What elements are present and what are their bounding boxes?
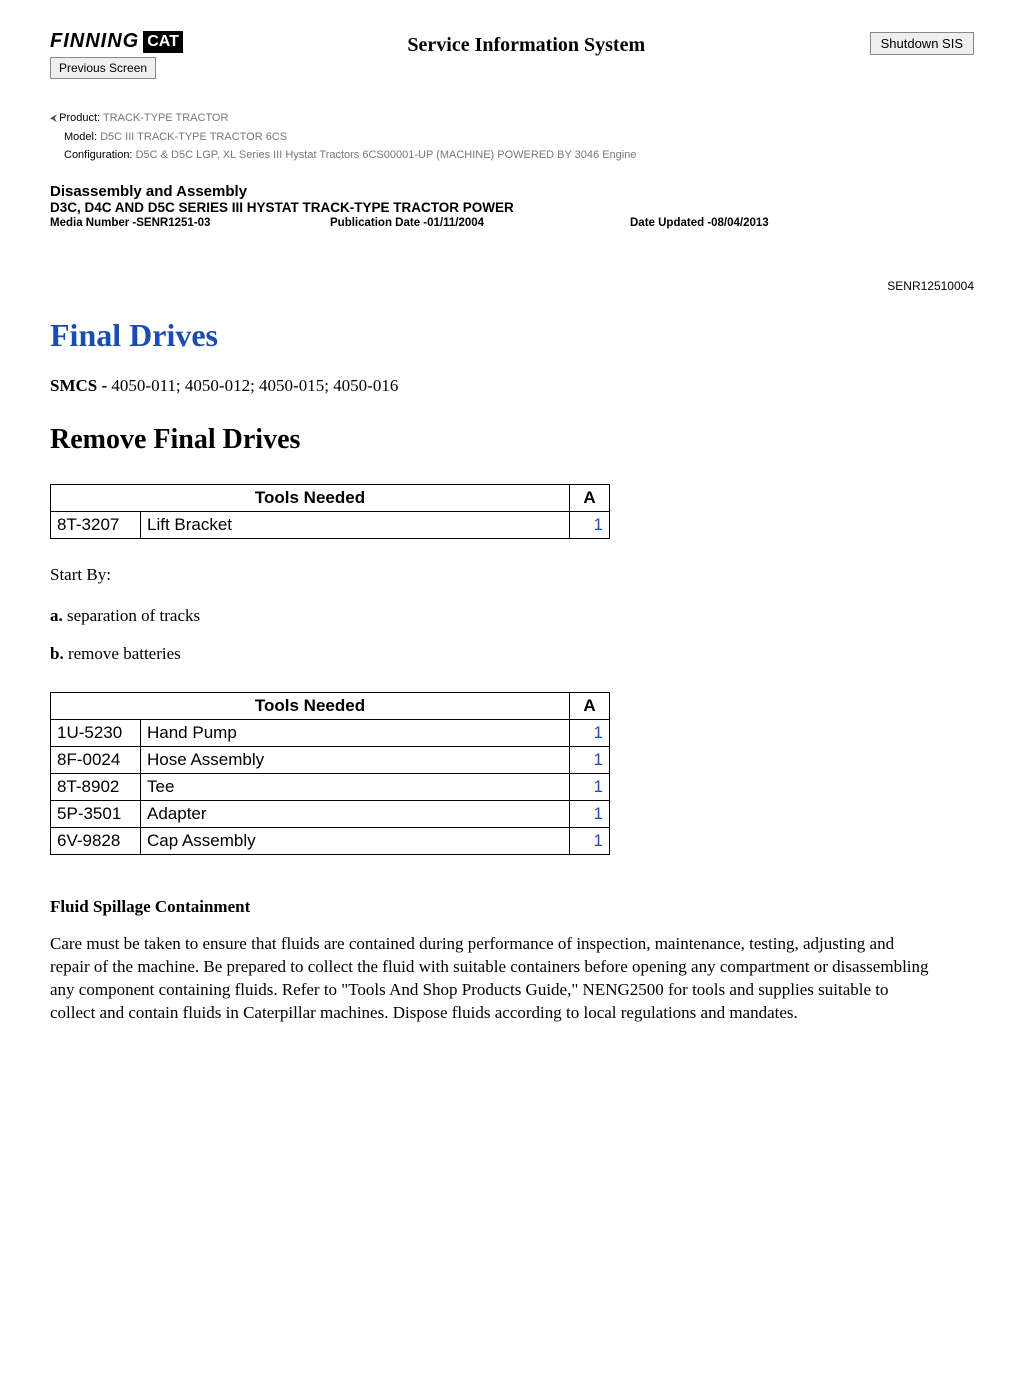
previous-screen-button[interactable]: Previous Screen	[50, 57, 156, 79]
page-title: Final Drives	[50, 317, 974, 354]
step-b-label: b.	[50, 644, 64, 663]
part-desc: Cap Assembly	[141, 827, 570, 854]
spillage-paragraph: Care must be taken to ensure that fluids…	[50, 933, 930, 1025]
step-a-text: separation of tracks	[63, 606, 200, 625]
header-bar: FINNING CAT Previous Screen Service Info…	[50, 30, 974, 79]
subsection-title: Remove Final Drives	[50, 424, 974, 456]
tools-table-1: Tools Needed A 8T-3207 Lift Bracket 1	[50, 484, 610, 539]
part-qty: 1	[570, 512, 610, 539]
part-desc: Hose Assembly	[141, 746, 570, 773]
part-desc: Adapter	[141, 800, 570, 827]
tools-table-2: Tools Needed A 1U-5230 Hand Pump 1 8F-00…	[50, 692, 610, 855]
smcs-label: SMCS -	[50, 376, 111, 395]
sis-title: Service Information System	[203, 30, 850, 57]
smcs-value: 4050-011; 4050-012; 4050-015; 4050-016	[111, 376, 398, 395]
config-label: Configuration:	[64, 149, 133, 161]
part-qty: 1	[570, 746, 610, 773]
publication-date: Publication Date -01/11/2004	[330, 217, 630, 229]
step-b: b. remove batteries	[50, 644, 974, 664]
part-number: 8T-8902	[51, 773, 141, 800]
media-info-row: Media Number -SENR1251-03 Publication Da…	[50, 217, 974, 229]
part-qty: 1	[570, 719, 610, 746]
start-by-label: Start By:	[50, 563, 974, 588]
cat-logo-badge: CAT	[143, 31, 183, 53]
part-qty: 1	[570, 827, 610, 854]
date-updated: Date Updated -08/04/2013	[630, 217, 974, 229]
part-desc: Tee	[141, 773, 570, 800]
table-row: 1U-5230 Hand Pump 1	[51, 719, 610, 746]
spillage-heading: Fluid Spillage Containment	[50, 895, 974, 920]
table-row: 8T-8902 Tee 1	[51, 773, 610, 800]
model-value: D5C III TRACK-TYPE TRACTOR 6CS	[100, 131, 287, 143]
product-meta: ⮜Product: TRACK-TYPE TRACTOR Model: D5C …	[50, 109, 974, 165]
table-header-title: Tools Needed	[51, 485, 570, 512]
table-row: 5P-3501 Adapter 1	[51, 800, 610, 827]
part-number: 1U-5230	[51, 719, 141, 746]
smcs-line: SMCS - 4050-011; 4050-012; 4050-015; 405…	[50, 376, 974, 396]
product-label: Product:	[59, 112, 100, 124]
shutdown-sis-button[interactable]: Shutdown SIS	[870, 32, 974, 55]
part-number: 5P-3501	[51, 800, 141, 827]
step-b-text: remove batteries	[64, 644, 181, 663]
section-subtitle: D3C, D4C AND D5C SERIES III HYSTAT TRACK…	[50, 200, 974, 215]
part-desc: Hand Pump	[141, 719, 570, 746]
model-label: Model:	[64, 131, 97, 143]
part-number: 8T-3207	[51, 512, 141, 539]
part-number: 6V-9828	[51, 827, 141, 854]
table-header-a: A	[570, 485, 610, 512]
finning-logo-text: FINNING	[50, 30, 139, 53]
media-number: Media Number -SENR1251-03	[50, 217, 330, 229]
part-qty: 1	[570, 800, 610, 827]
table-row: 6V-9828 Cap Assembly 1	[51, 827, 610, 854]
table-header-title: Tools Needed	[51, 692, 570, 719]
step-a: a. separation of tracks	[50, 606, 974, 626]
back-icon[interactable]: ⮜	[50, 113, 57, 124]
document-id: SENR12510004	[50, 279, 974, 293]
table-header-a: A	[570, 692, 610, 719]
table-row: 8F-0024 Hose Assembly 1	[51, 746, 610, 773]
product-value: TRACK-TYPE TRACTOR	[103, 112, 229, 124]
logo: FINNING CAT	[50, 30, 183, 53]
logo-block: FINNING CAT Previous Screen	[50, 30, 183, 79]
section-title: Disassembly and Assembly	[50, 183, 974, 200]
part-desc: Lift Bracket	[141, 512, 570, 539]
config-value: D5C & D5C LGP, XL Series III Hystat Trac…	[136, 149, 637, 161]
part-qty: 1	[570, 773, 610, 800]
part-number: 8F-0024	[51, 746, 141, 773]
table-row: 8T-3207 Lift Bracket 1	[51, 512, 610, 539]
step-a-label: a.	[50, 606, 63, 625]
